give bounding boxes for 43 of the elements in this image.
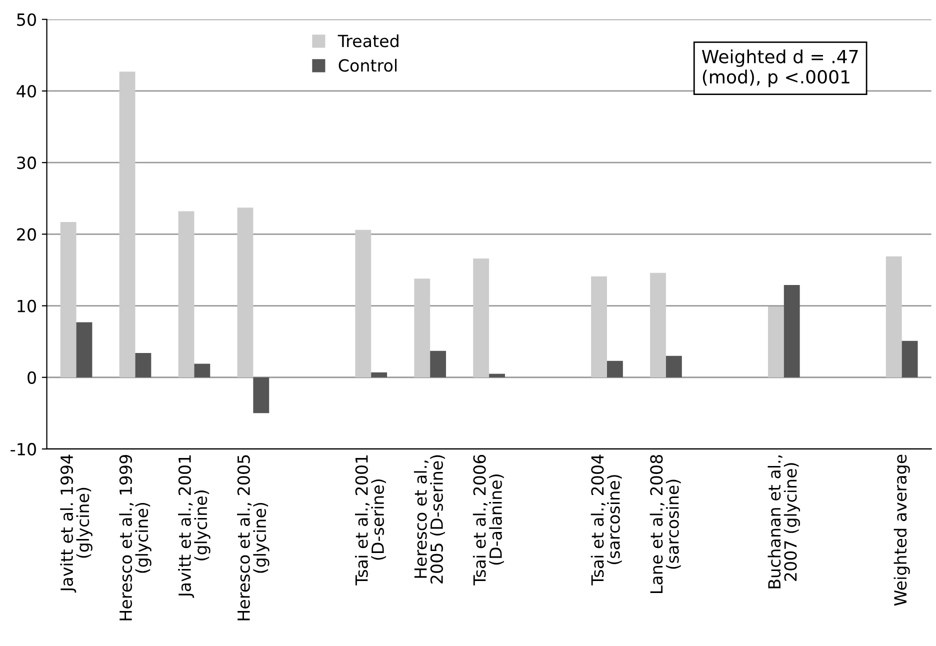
bar <box>650 272 666 378</box>
bar <box>473 258 490 378</box>
y-tick-label: 20 <box>17 228 36 241</box>
bar <box>355 230 372 378</box>
x-tick-label: Buchanan et al., 2007 (glycine) <box>768 455 800 588</box>
x-tick-label: Javitt et al., 2001 (glycine) <box>178 455 210 598</box>
y-tick-label: 40 <box>16 84 36 98</box>
bar <box>666 356 682 378</box>
x-tick-label: Javitt et al. 1994 (glycine) <box>60 454 92 593</box>
bar <box>60 222 76 378</box>
bar <box>371 372 388 378</box>
bar <box>237 208 254 378</box>
y-tick-label: 10 <box>18 300 36 312</box>
y-tick-label: -10 <box>10 442 36 456</box>
bar <box>784 285 800 378</box>
bar <box>135 353 152 378</box>
bar <box>119 72 136 378</box>
x-tick-label: Tsai et al., 2006 (D-alanine) <box>472 454 504 586</box>
x-tick-label: Tsai et al., 2004 (sarcosine) <box>590 454 622 586</box>
bar <box>253 377 270 414</box>
bar <box>489 374 505 378</box>
bar <box>414 278 430 378</box>
bar <box>178 211 194 378</box>
x-tick-label: Heresco et al., 2005 (D-serine) <box>414 455 445 584</box>
x-tick-label: Lane et al., 2008 (sarcosine) <box>650 454 681 594</box>
bar <box>194 364 210 378</box>
y-tick-label: 30 <box>17 156 36 170</box>
bar <box>430 350 446 378</box>
bar <box>902 340 918 378</box>
annotation: Weighted d = .47 (mod), p <.0001 <box>702 49 858 88</box>
y-tick-label: 0 <box>28 371 36 384</box>
bar <box>76 322 92 378</box>
bar <box>886 256 902 378</box>
x-tick-label: Heresco et al., 2005 (glycine) <box>237 455 270 620</box>
legend-label: Treated <box>338 34 398 48</box>
x-tick-label: Tsai et al., 2001 (D-serine) <box>354 455 386 586</box>
bar <box>591 276 607 378</box>
bar <box>768 306 784 378</box>
x-tick-label: Heresco et al., 1999 (glycine) <box>119 455 152 620</box>
legend-label: Control <box>338 58 397 72</box>
x-tick-label: Weighted average <box>894 454 910 606</box>
bar <box>606 360 623 378</box>
y-tick-label: 50 <box>17 13 36 26</box>
